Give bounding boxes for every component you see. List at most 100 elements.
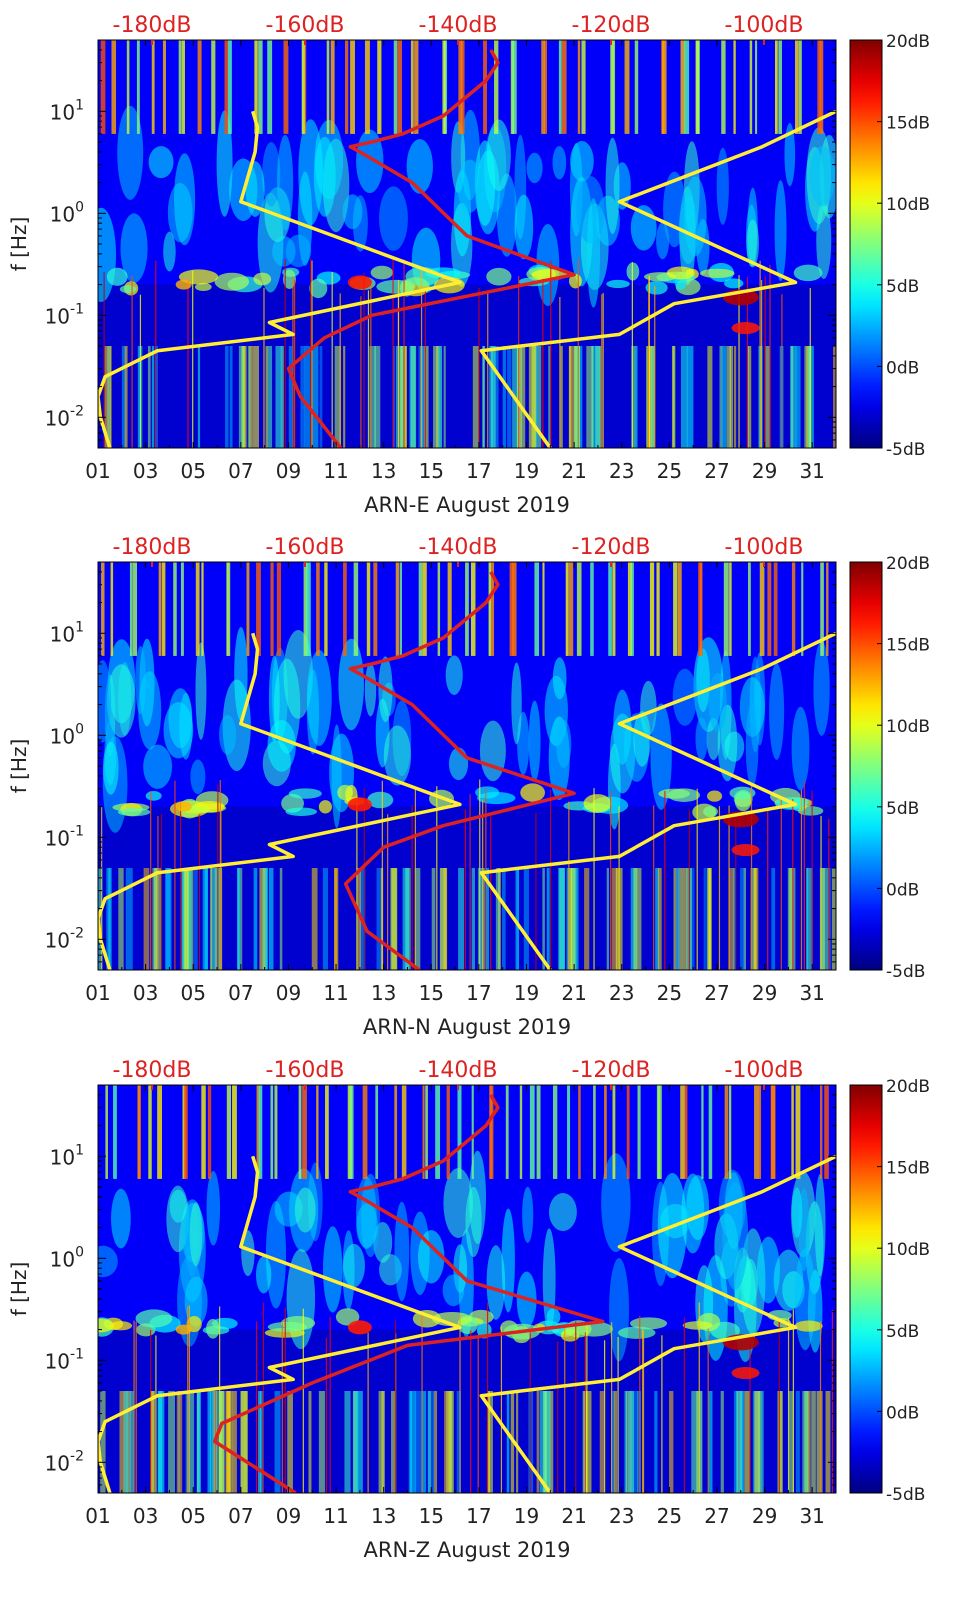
panel-3: 01 03 05 07 09 11 13 15 17 19 21 23 25 27 29 3110-210-1… [7,1058,930,1562]
x-tick-label: 15 [419,981,444,1005]
spectrogram-microseism [194,282,212,291]
y-axis-label: f [Hz] [7,739,31,794]
spectrogram-column [586,346,593,448]
spectrogram-column [209,868,213,970]
spectrogram-burst [267,40,273,134]
spectrogram-blob [190,759,206,795]
spectrogram-burst [373,562,378,656]
spectrogram-transient [728,805,730,970]
spectrogram-transient [767,810,769,970]
spectrogram-column [197,1391,201,1493]
x-tick-label: 05 [180,459,205,483]
spectrogram-transient [478,287,480,448]
spectrogram-burst [151,40,155,134]
spectrogram-column [521,346,526,448]
spectrogram-transient [394,1320,397,1493]
spectrogram-blob [814,1173,826,1277]
spectrogram-column [506,1391,510,1493]
spectrogram-transient [819,1321,822,1493]
spectrogram-burst [630,562,634,656]
spectrogram-blob [394,1201,410,1302]
spectrogram-column [548,346,551,448]
spectrogram-burst [435,1085,441,1179]
spectrogram-column [287,1391,293,1493]
spectrogram-column [421,1391,427,1493]
y-tick-base: 10 [50,100,75,124]
spectrogram-burst [604,1085,607,1179]
spectrogram-column [729,868,734,970]
spectrogram-burst [798,40,802,134]
spectrogram-microseism [98,1318,114,1333]
spectrogram-transient [188,1305,190,1493]
spectrogram-column [611,868,618,970]
spectrogram-column [378,1391,385,1493]
top-axis-label: -140dB [419,535,498,560]
spectrogram-column [802,1391,808,1493]
panel-1: 01 03 05 07 09 11 13 15 17 19 21 23 25 27 29 3110-210-1… [7,13,930,517]
spectrogram-transient [135,1321,137,1493]
spectrogram-column [125,868,133,970]
spectrogram-burst [494,40,499,134]
spectrogram-column [456,1391,462,1493]
y-tick-base: 10 [45,1451,70,1475]
model-line-2 [479,1154,836,1493]
spectrogram-burst [349,1085,354,1179]
spectrogram-burst [820,562,824,656]
spectrogram-column [495,868,501,970]
spectrogram-transient [284,1307,286,1493]
spectrogram-burst [201,562,204,656]
spectrogram-burst [162,562,166,656]
spectrogram-transient [735,817,737,970]
spectrogram-burst [680,40,686,134]
spectrogram-column [153,868,159,970]
spectrogram-column [414,868,421,970]
spectrogram-blob [474,140,496,226]
spectrogram-transient [219,1306,221,1493]
spectrogram-column [258,1391,262,1493]
spectrogram-column [754,868,759,970]
spectrogram-transient [792,1309,794,1493]
spectrogram-blob [174,153,196,246]
x-tick-label: 17 [466,1504,491,1528]
spectrogram-burst [422,1085,425,1179]
spectrogram-transient [661,1335,663,1493]
spectrogram-blob [650,703,672,810]
spectrogram-column [437,346,443,448]
spectrogram-burst [576,562,582,656]
spectrogram-burst [677,562,682,656]
spectrogram-column [471,868,475,970]
spectrogram-burst [567,1085,571,1179]
spectrogram-transient [642,1331,645,1493]
spectrogram-burst [442,40,446,134]
spectrogram-blob [106,664,136,738]
spectrogram-burst [162,40,167,134]
y-tick-base: 10 [50,724,75,748]
spectrogram-transient [101,807,103,970]
colorbar [849,561,883,971]
spectrogram-column [739,1391,745,1493]
spectrogram-burst [505,1085,509,1179]
spectrogram-transient [648,279,650,448]
spectrogram-transient [281,1320,283,1493]
spectrogram-column [253,868,258,970]
spectrogram-column [542,1391,548,1493]
spectrogram-blob [298,119,323,226]
spectrogram-burst [132,562,138,656]
spectrogram-blob [683,176,707,257]
spectrogram-blob [745,703,759,788]
spectrogram-column [485,868,490,970]
spectrogram-burst [824,1085,829,1179]
spectrogram-burst [512,40,517,134]
x-tick-label: 05 [180,981,205,1005]
spectrogram-column [229,346,233,448]
spectrogram-column [237,868,240,970]
spectrogram-blob [294,1187,316,1233]
x-tick-label: 29 [752,1504,777,1528]
spectrogram-microseism [370,265,394,280]
spectrogram-column [188,868,192,970]
spectrogram-transient [331,272,333,448]
y-tick-label: 10-2 [45,1448,84,1475]
spectrogram-transient [557,1341,559,1493]
spectrogram-burst [397,40,403,134]
spectrogram-transient [707,1328,709,1493]
